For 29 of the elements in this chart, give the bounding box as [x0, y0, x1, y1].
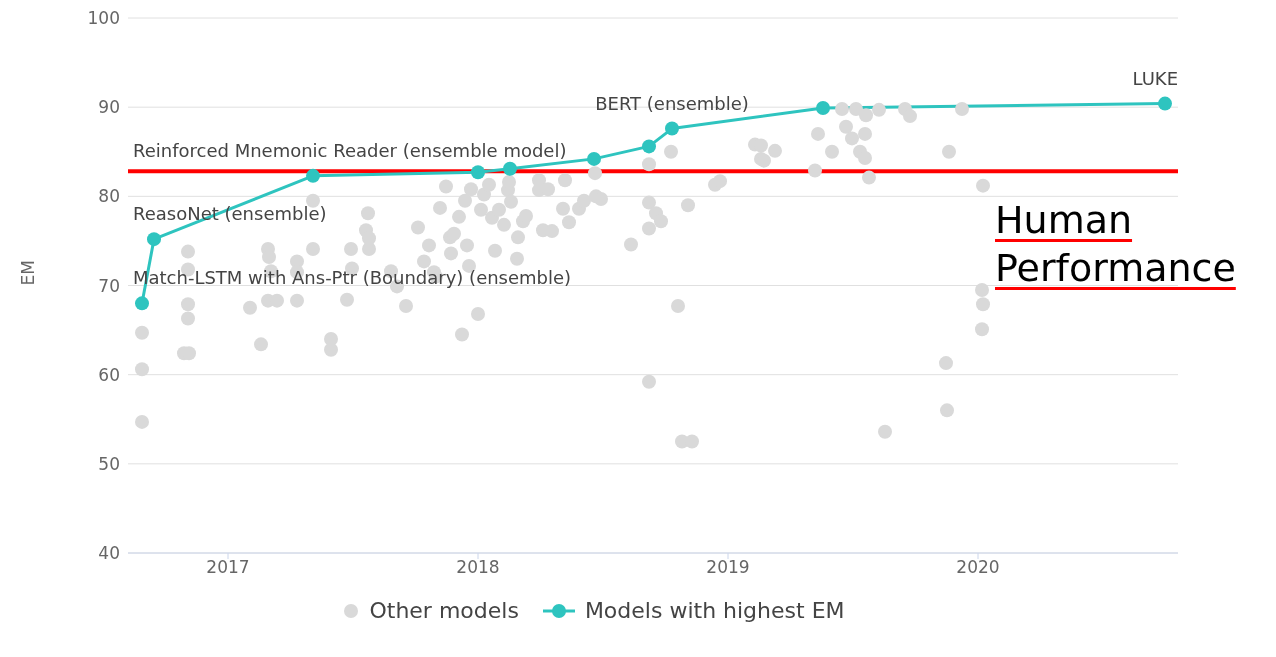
point: [135, 296, 149, 311]
annotation: ReasoNet (ensemble): [133, 203, 327, 226]
ref-line-label: Human Performance: [995, 197, 1237, 293]
point: [503, 161, 517, 176]
y-tick-label: 70: [98, 275, 120, 296]
point: [642, 139, 656, 154]
point: [471, 165, 485, 180]
point: [306, 168, 320, 183]
y-tick-label: 40: [98, 543, 120, 564]
legend-label: Models with highest EM: [584, 598, 845, 623]
y-tick-label: 50: [98, 453, 120, 474]
x-tick-label: 2018: [456, 557, 500, 578]
point: [816, 101, 830, 116]
legend-label: Other models: [369, 598, 519, 623]
x-tick-label: 2017: [206, 557, 250, 578]
y-tick-label: 60: [98, 364, 120, 385]
point: [665, 121, 679, 136]
x-tick-label: 2019: [706, 557, 750, 578]
y-tick-label: 90: [98, 97, 120, 118]
point: [587, 151, 601, 166]
y-axis-title: EM: [18, 260, 39, 286]
x-tick-label: 2020: [956, 557, 1000, 578]
annotation: LUKE: [1132, 67, 1178, 90]
point: [1158, 96, 1172, 111]
annotation: Reinforced Mnemonic Reader (ensemble model): [133, 139, 567, 162]
annotation: BERT (ensemble): [595, 92, 749, 115]
y-tick-label: 100: [87, 8, 120, 29]
y-tick-label: 80: [98, 186, 120, 207]
point: [147, 232, 161, 247]
